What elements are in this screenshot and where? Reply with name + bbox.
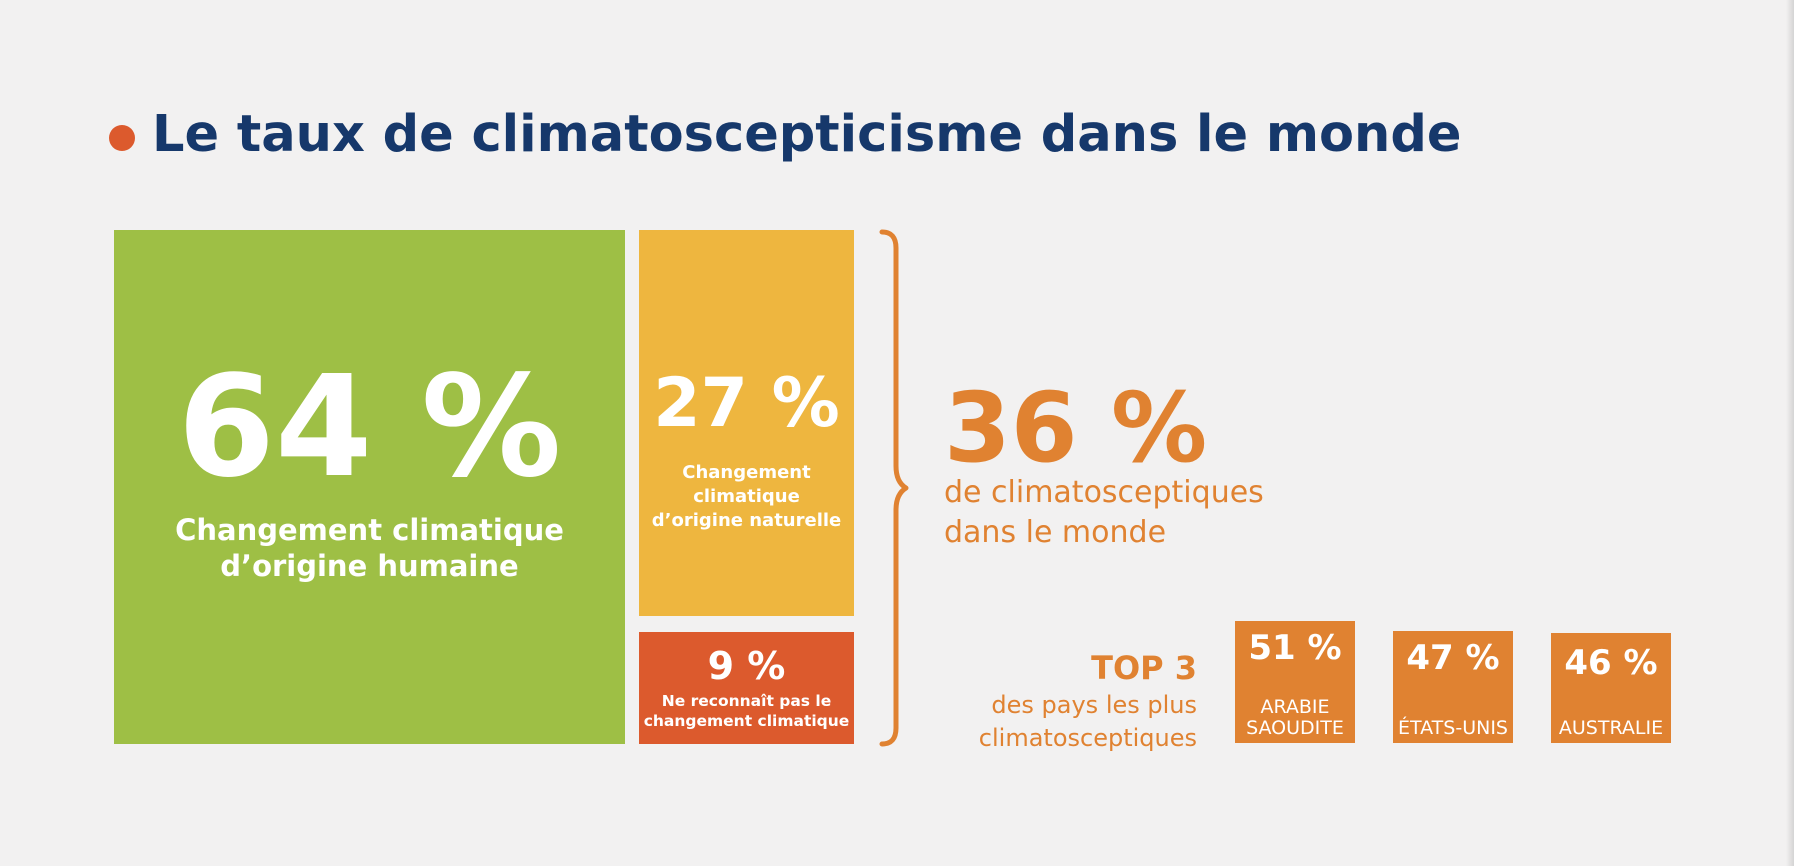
skeptic-total-label-line1: de climatosceptiques <box>944 475 1264 510</box>
denial-percent-label: 9 % <box>707 644 786 688</box>
country-percent-label: 47 % <box>1406 638 1500 678</box>
right-edge-shadow <box>1786 0 1794 866</box>
country-bar-australia: 46 % AUSTRALIE <box>1551 633 1671 743</box>
country-name-label: ARABIE SAOUDITE <box>1235 697 1355 739</box>
country-percent-label: 51 % <box>1248 628 1342 668</box>
treemap-block-denial: 9 % Ne reconnaît pas le changement clima… <box>639 632 854 744</box>
top3-subtitle: des pays les plus climatosceptiques <box>900 689 1197 755</box>
country-bar-saudi-arabia: 51 % ARABIE SAOUDITE <box>1235 621 1355 743</box>
skeptic-total-percent: 36 % <box>944 372 1208 484</box>
bracket-brace <box>879 229 909 747</box>
country-name-line2: SAOUDITE <box>1246 717 1344 739</box>
country-name-line1: ARABIE <box>1260 696 1330 718</box>
country-name-label: ÉTATS-UNIS <box>1393 718 1513 739</box>
country-name-label: AUSTRALIE <box>1551 718 1671 739</box>
natural-percent-label: 27 % <box>653 364 840 443</box>
denial-category-label: Ne reconnaît pas le changement climatiqu… <box>643 692 850 730</box>
skeptic-total-label-line2: dans le monde <box>944 515 1167 550</box>
country-percent-label: 46 % <box>1564 643 1658 683</box>
human-category-label: Changement climatique d’origine humaine <box>175 513 564 583</box>
country-name-line1: ÉTATS-UNIS <box>1398 717 1508 739</box>
treemap-block-human: 64 % Changement climatique d’origine hum… <box>114 230 625 744</box>
human-percent-label: 64 % <box>177 346 562 509</box>
title-bullet-dot <box>109 125 135 151</box>
top3-subtitle-line1: des pays les plus <box>991 691 1197 719</box>
country-name-line1: AUSTRALIE <box>1558 717 1664 739</box>
top3-heading: TOP 3 <box>1091 649 1197 687</box>
treemap-block-natural: 27 % Changement climatique d’origine nat… <box>639 230 854 616</box>
bracket-brace-path <box>879 229 909 747</box>
top3-subtitle-line2: climatosceptiques <box>978 724 1197 752</box>
natural-category-label: Changement climatique d’origine naturell… <box>651 462 842 531</box>
skeptic-total-label: de climatosceptiques dans le monde <box>944 473 1324 553</box>
country-bar-united-states: 47 % ÉTATS-UNIS <box>1393 631 1513 743</box>
page-title: Le taux de climatoscepticisme dans le mo… <box>152 105 1462 164</box>
